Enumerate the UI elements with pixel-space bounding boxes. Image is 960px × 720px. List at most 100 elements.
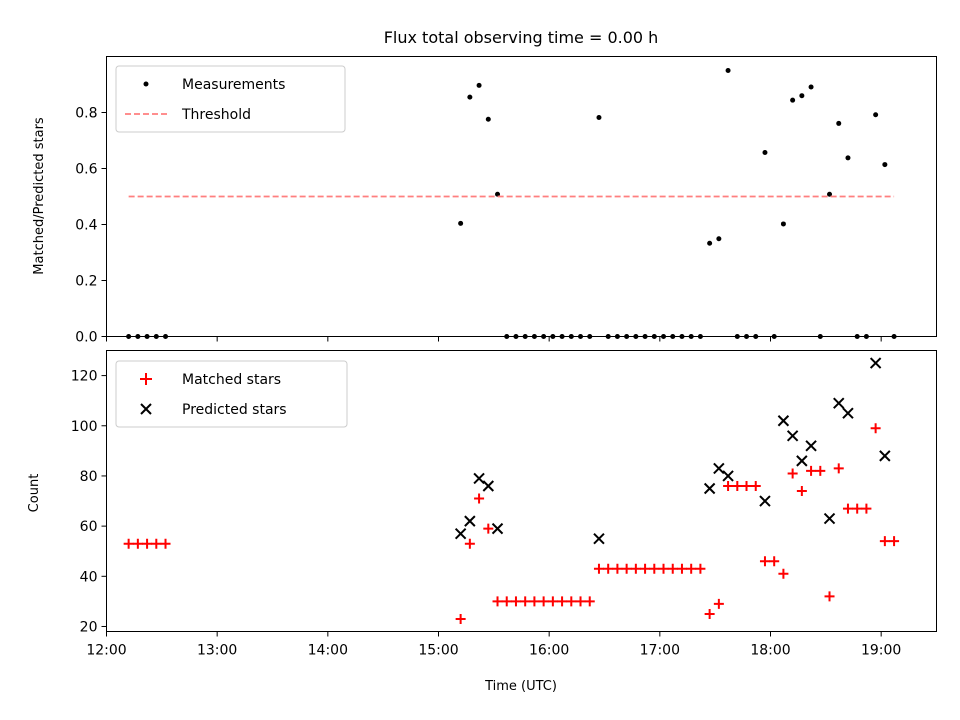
measurement-point [495,191,501,197]
top-axes-frame [106,56,937,337]
measurement-point [707,240,713,246]
measurement-point [808,84,814,90]
matched-stars-point [852,503,863,514]
measurement-point [485,116,491,122]
matched-stars-point [538,596,549,607]
top-y-tick-label: 0.6 [75,162,97,178]
measurement-point [458,220,464,226]
predicted-stars-point [842,407,854,419]
measurement-point [799,93,805,99]
bottom-y-tick-label: 20 [80,619,98,635]
matched-stars-point [750,480,761,491]
matched-stars-point [123,538,134,549]
measurement-point [836,120,842,126]
bottom-y-axis-label: Count [27,474,42,513]
matched-stars-point [501,596,512,607]
measurement-point [476,82,482,88]
bottom-x-tick-label: 18:00 [750,643,790,659]
measurement-point [873,112,879,118]
matched-stars-point [889,536,900,547]
matched-stars-point [640,563,651,574]
measurement-point [596,115,602,121]
top-y-tick-label: 0.8 [75,106,97,122]
bottom-x-tick-label: 15:00 [418,643,458,659]
predicted-stars-point [759,495,771,507]
matched-stars-point [584,596,595,607]
matched-stars-point [870,423,881,434]
matched-stars-point [815,465,826,476]
bottom-axes: 12:00 13:00 14:00 15:00 16:00 17:00 18:00 19:00… [27,350,937,694]
matched-stars-point [630,563,641,574]
matched-stars-point [474,493,485,504]
legend-predicted-marker [140,403,152,415]
matched-stars-point [833,463,844,474]
matched-stars-point [151,538,162,549]
matched-stars-point [824,591,835,602]
top-axes: 0.00.20.40.60.8 Matched/Predicted stars … [32,56,937,346]
chart-title: Flux total observing time = 0.00 h [384,28,659,47]
predicted-stars-point [879,450,891,462]
matched-stars-point [658,563,669,574]
bottom-y-tick-label: 120 [71,369,98,385]
top-axes-ticks: 0.0 0.2 0.4 0.6 0.8 [75,106,882,346]
bottom-x-tick-label: 17:00 [640,643,680,659]
bottom-x-tick-label: 16:00 [529,643,569,659]
legend-measurements-marker [143,81,149,87]
predicted-stars-point [713,462,725,475]
legend-matched-label: Matched stars [182,372,281,388]
matched-stars-point [806,465,817,476]
measurement-point [827,191,833,197]
matched-stars-point [842,503,853,514]
x-axis-label: Time (UTC) [484,679,557,694]
matched-stars-point [769,556,780,567]
predicted-stars-point [722,470,734,482]
matched-stars-point [464,538,475,549]
matched-stars-point [492,596,503,607]
matched-stars-point [759,556,770,567]
measurement-point [716,236,722,242]
predicted-stars-point [491,522,504,535]
bottom-x-tick-label: 19:00 [861,643,901,659]
matched-stars-point [778,568,789,579]
matched-stars-point [686,563,697,574]
matched-stars-point [142,538,153,549]
predicted-stars-point [869,357,882,369]
predicted-stars-point [786,430,799,442]
matched-stars-point [879,536,890,547]
matched-stars-point [455,613,466,624]
measurement-point [725,68,731,73]
bottom-axes-ticks: 12:00 13:00 14:00 15:00 16:00 17:00 18:00 19:00… [71,369,902,659]
bottom-y-tick-label: 80 [80,469,98,485]
matched-stars-point [603,563,614,574]
matched-stars-point [557,596,568,607]
predicted-stars-point [473,472,485,485]
matched-stars-point [695,563,706,574]
bottom-plot-marks [123,357,900,624]
matched-stars-point [520,596,531,607]
matched-stars-point [667,563,678,574]
predicted-stars-point [593,532,605,545]
measurement-point [845,155,851,161]
bottom-y-tick-label: 60 [80,519,98,535]
bottom-y-tick-label: 40 [80,569,98,585]
bottom-x-tick-label: 13:00 [197,643,237,659]
matched-stars-point [796,486,807,496]
bottom-x-tick-label: 14:00 [308,643,348,659]
predicted-stars-point [482,480,495,492]
measurement-point [780,221,786,227]
predicted-stars-point [796,455,808,467]
predicted-stars-point [823,512,836,525]
matched-stars-point [732,480,743,491]
top-y-axis-label: Matched/Predicted stars [32,117,47,275]
matched-stars-point [787,468,798,479]
legend-threshold-label: Threshold [181,107,251,123]
matched-stars-point [723,480,734,491]
top-y-tick-label: 0.2 [75,274,97,290]
predicted-stars-point [454,527,467,540]
measurement-point [790,97,796,103]
matched-stars-point [861,503,872,514]
matched-stars-point [160,538,171,549]
top-legend: Measurements Threshold [115,65,346,133]
top-y-tick-label: 0.0 [75,330,97,346]
